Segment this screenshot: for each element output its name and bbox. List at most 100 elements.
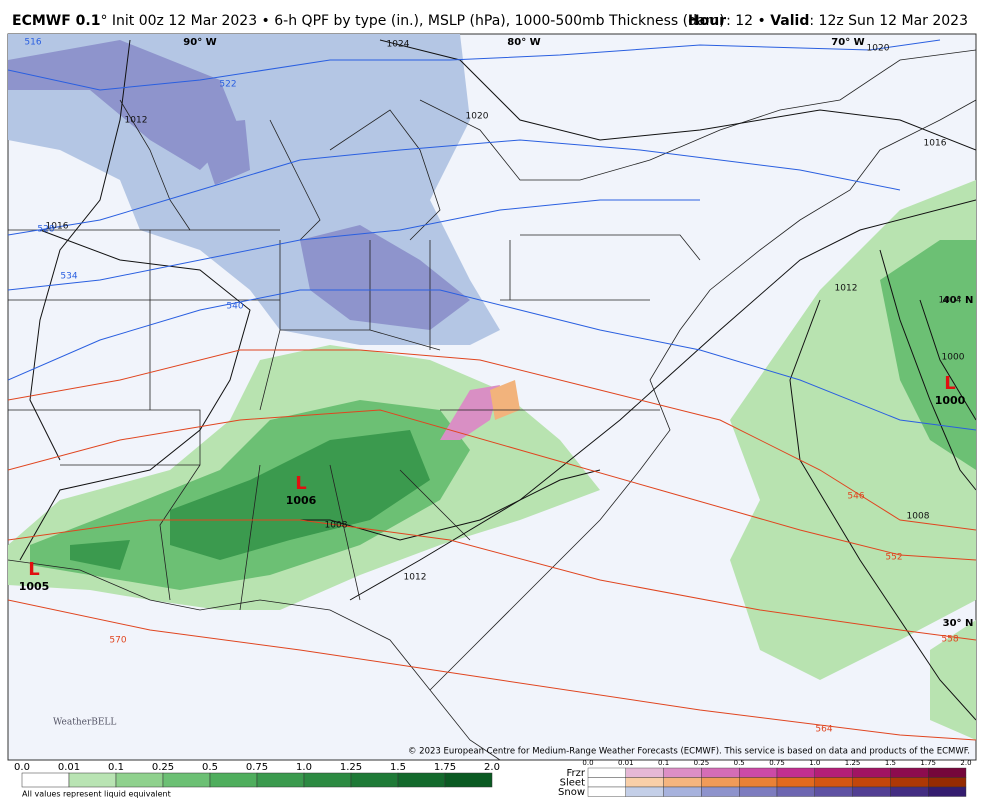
ptype-swatch	[852, 786, 891, 797]
qpf-swatch	[397, 772, 446, 788]
thickness-line	[8, 409, 976, 561]
ptype-swatch	[701, 777, 740, 788]
isobar	[29, 39, 131, 461]
thickness-line	[8, 289, 976, 431]
valid-label: Valid	[770, 13, 809, 29]
isobar	[250, 299, 976, 721]
qpf-tick-label: 0.01	[58, 762, 80, 773]
ptype-swatch	[890, 786, 929, 797]
thickness-label: 540	[226, 302, 243, 312]
ptype-swatch	[701, 767, 740, 778]
ptype-label: Snow	[558, 787, 585, 798]
thickness-label: 570	[109, 636, 126, 646]
qpf-tick-label: 0.25	[152, 762, 174, 773]
ptype-swatch	[814, 767, 853, 778]
ptype-swatch	[625, 767, 664, 778]
isobar-label: 1016	[46, 222, 69, 232]
ptype-tick-label: 0.25	[694, 759, 710, 767]
ptype-tick-label: 0.75	[769, 759, 785, 767]
parallel-label: 40° N	[943, 295, 974, 306]
ptype-swatch	[852, 767, 891, 778]
ptype-swatch	[928, 767, 967, 778]
qpf-tick-label: 1.5	[390, 762, 406, 773]
ptype-swatch	[701, 786, 740, 797]
ptype-tick-label: 1.0	[809, 759, 820, 767]
ptype-swatch	[776, 786, 815, 797]
ptype-swatch	[852, 777, 891, 788]
thickness-line	[8, 199, 700, 291]
hour-value: : 12 •	[726, 13, 770, 29]
isobar-label: 1012	[835, 284, 858, 294]
offshore-moderate-rain	[880, 240, 976, 470]
freezing-rain-area	[440, 385, 500, 440]
ptype-tick-label: 1.75	[920, 759, 936, 767]
thickness-label: 564	[815, 725, 832, 735]
qpf-swatch	[350, 772, 399, 788]
low-symbol: L	[28, 559, 39, 580]
ptype-tick-label: 0.1	[658, 759, 669, 767]
isobar	[19, 229, 251, 561]
qpf-tick-label: 1.0	[296, 762, 312, 773]
ptype-swatch	[928, 777, 967, 788]
heavy-snow-area	[8, 40, 470, 330]
ptype-tick-label: 1.5	[885, 759, 896, 767]
ptype-swatch	[587, 767, 626, 778]
isobar-label: 1016	[924, 139, 947, 149]
thickness-line	[8, 349, 976, 531]
state-borders	[8, 229, 701, 611]
heavy-rain-area	[70, 430, 430, 570]
title: ECMWF 0.1° Init 00z 12 Mar 2023 • 6-h QP…	[12, 13, 725, 29]
ptype-swatch	[625, 786, 664, 797]
low-pressure: 1005	[19, 580, 50, 593]
isobar	[879, 249, 976, 491]
isobar-label: 1000	[942, 353, 965, 363]
thickness-label: 516	[24, 38, 41, 48]
valid-time: Hour: 12 • Valid: 12z Sun 12 Mar 2023	[688, 13, 968, 29]
isobar-label: 1008	[907, 512, 930, 522]
isobar-label: 1004	[939, 296, 962, 306]
isobar-label: 1020	[867, 44, 890, 54]
legend: All values represent liquid equivalent 0…	[14, 759, 972, 799]
ptype-swatch	[776, 777, 815, 788]
qpf-swatch	[115, 772, 164, 788]
ptype-swatch	[625, 777, 664, 788]
thickness-line	[8, 39, 941, 91]
thickness-line	[8, 139, 901, 236]
ptype-tick-label: 0.01	[618, 759, 634, 767]
thickness-label: 528	[37, 225, 54, 235]
qpf-swatch	[256, 772, 305, 788]
ptype-label: Frzr	[567, 768, 586, 779]
coastlines	[8, 49, 976, 760]
isobar-label: 1012	[125, 116, 148, 126]
thickness-label: 546	[847, 492, 864, 502]
qpf-tick-label: 0.1	[108, 762, 124, 773]
ptype-tick-label: 2.0	[960, 759, 971, 767]
copyright: © 2023 European Centre for Medium-Range …	[408, 747, 970, 757]
qpf-swatch	[162, 772, 211, 788]
legend-note: All values represent liquid equivalent	[22, 790, 171, 799]
ptype-swatch	[663, 777, 702, 788]
qpf-swatch	[444, 772, 493, 788]
thickness-line	[8, 599, 976, 741]
ptype-swatch	[587, 777, 626, 788]
qpf-tick-label: 1.75	[434, 762, 456, 773]
meridian-label: 70° W	[831, 37, 864, 48]
qpf-tick-label: 1.25	[340, 762, 362, 773]
thickness-label: 534	[60, 272, 77, 282]
ptype-swatch	[814, 777, 853, 788]
ptype-swatch	[739, 767, 778, 778]
ptype-tick-label: 0.0	[582, 759, 593, 767]
qpf-tick-label: 0.0	[14, 762, 30, 773]
ptype-swatch	[890, 767, 929, 778]
ptype-swatch	[776, 767, 815, 778]
thickness-line	[8, 519, 976, 641]
ptype-tick-label: 0.5	[734, 759, 745, 767]
qpf-swatch	[209, 772, 258, 788]
isobar	[379, 39, 976, 151]
map-labels: 90° W 80° W 70° W 40° N 30° N 1024 1020 1020 101…	[19, 37, 974, 735]
low-pressure: 1006	[286, 494, 317, 507]
isobar	[349, 199, 976, 601]
isobar-label: 1024	[387, 40, 410, 50]
